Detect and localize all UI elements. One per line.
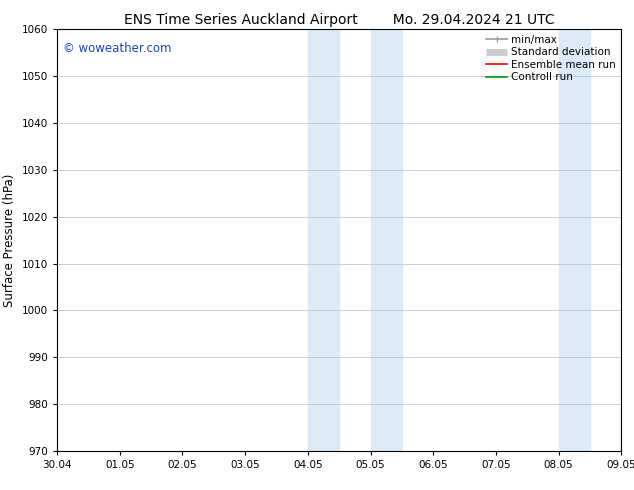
Text: © woweather.com: © woweather.com — [63, 42, 171, 55]
Y-axis label: Surface Pressure (hPa): Surface Pressure (hPa) — [3, 173, 16, 307]
Bar — [559, 29, 590, 451]
Title: ENS Time Series Auckland Airport        Mo. 29.04.2024 21 UTC: ENS Time Series Auckland Airport Mo. 29.… — [124, 13, 555, 27]
Bar — [308, 29, 339, 451]
Bar — [621, 29, 634, 451]
Legend: min/max, Standard deviation, Ensemble mean run, Controll run: min/max, Standard deviation, Ensemble me… — [484, 32, 618, 84]
Bar — [370, 29, 402, 451]
